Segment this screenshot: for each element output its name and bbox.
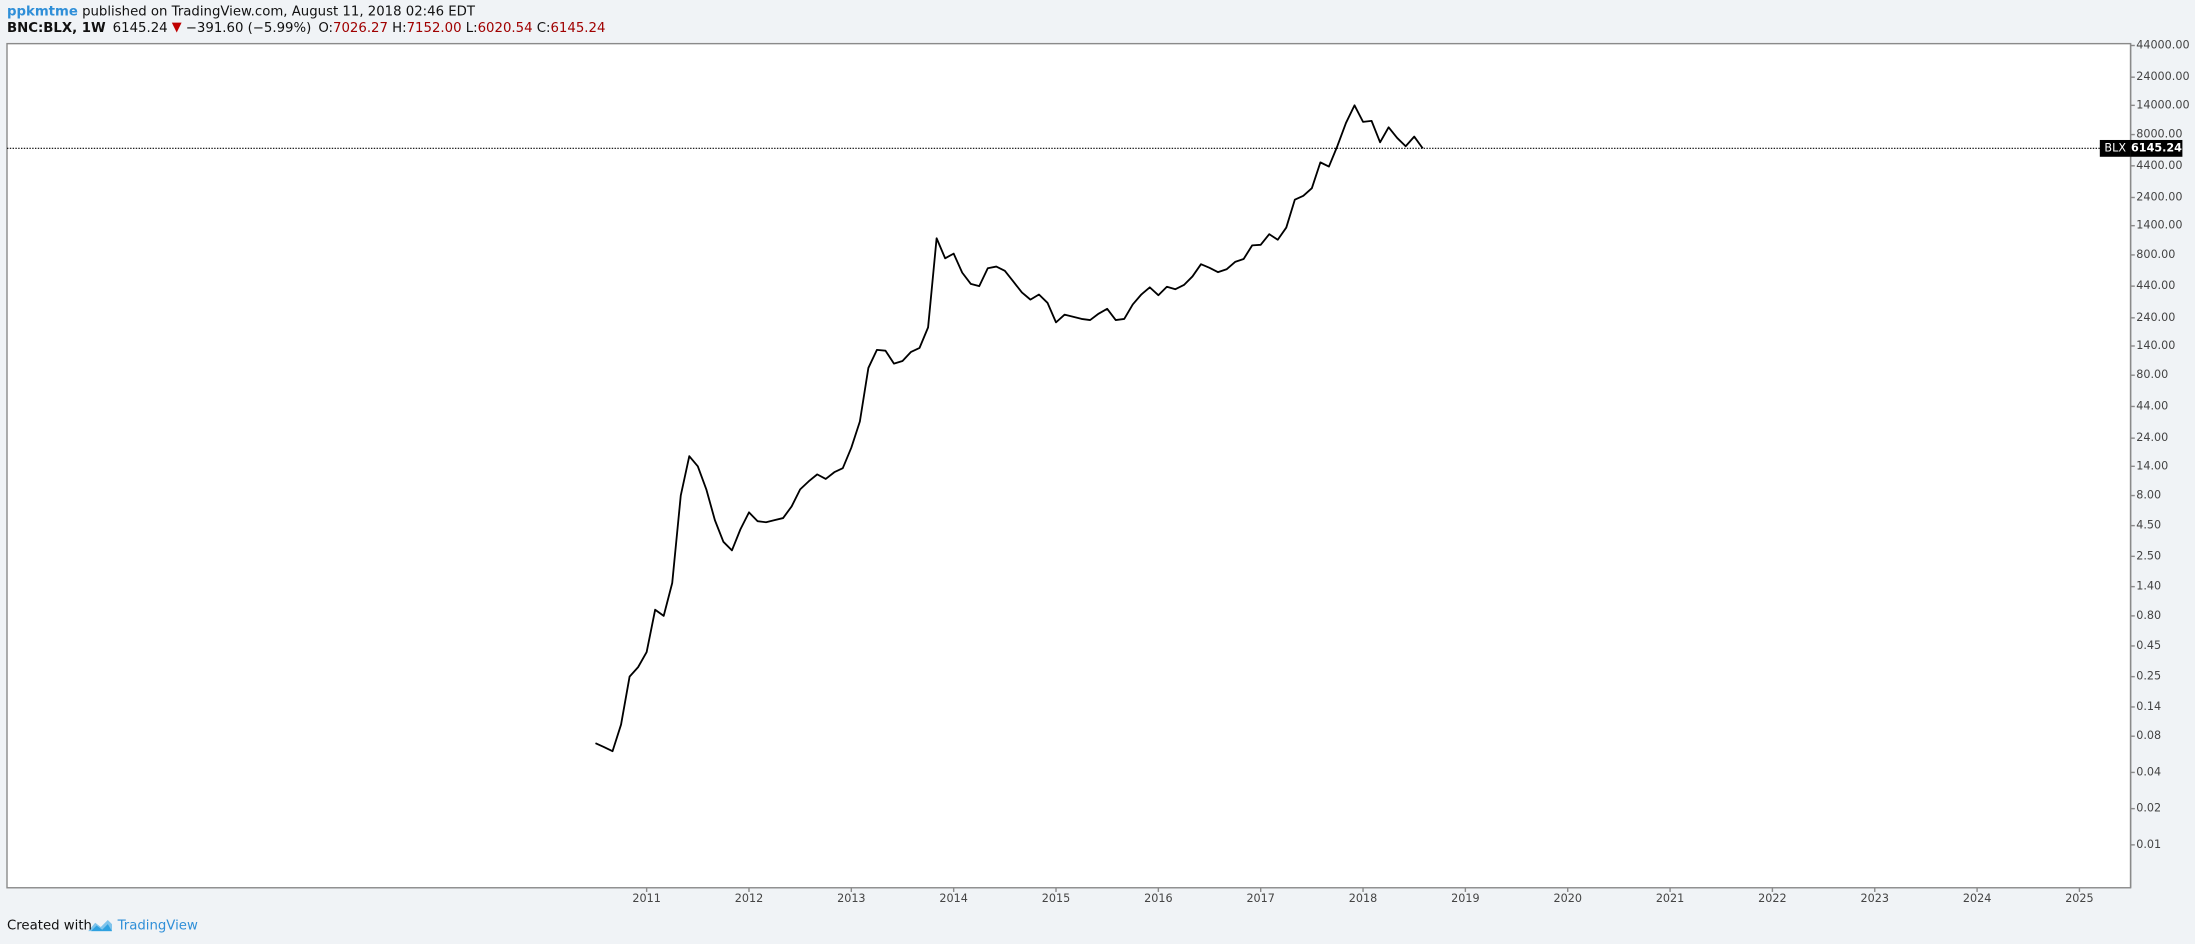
y-tick-label: 0.25 [2136, 670, 2161, 683]
change: −391.60 (−5.99%) [186, 21, 312, 36]
y-tick-label: 8000.00 [2136, 128, 2182, 141]
y-tick-label: 24000.00 [2136, 70, 2189, 83]
x-tick-label: 2012 [735, 892, 763, 905]
x-tick-label: 2025 [2065, 892, 2093, 905]
high-label: H: [392, 21, 406, 36]
y-tick-label: 800.00 [2136, 248, 2175, 261]
price-badge [2130, 139, 2183, 157]
price-line-series [595, 104, 1424, 753]
y-tick-label: 80.00 [2136, 368, 2168, 381]
symbol: BNC:BLX, 1W [7, 21, 106, 36]
y-tick-label: 14000.00 [2136, 98, 2189, 111]
author: ppkmtme [7, 4, 78, 19]
y-tick-label: 0.04 [2136, 765, 2161, 778]
y-tick-label: 0.45 [2136, 639, 2161, 652]
tradingview-logo [88, 919, 112, 932]
brand: TradingView [117, 919, 198, 934]
y-tick-label: 4400.00 [2136, 159, 2182, 172]
symbol-badge-label: BLX [2104, 141, 2126, 154]
x-tick-label: 2015 [1042, 892, 1070, 905]
y-tick-label: 14.00 [2136, 459, 2168, 472]
published-info: published on TradingView.com, August 11,… [82, 4, 476, 19]
x-tick-label: 2021 [1656, 892, 1684, 905]
chart-frame [6, 42, 2132, 889]
x-tick-label: 2020 [1553, 892, 1581, 905]
low-label: L: [466, 21, 478, 36]
symbol-badge [2099, 139, 2131, 157]
x-tick-label: 2017 [1246, 892, 1274, 905]
x-tick-label: 2014 [939, 892, 967, 905]
y-tick-label: 8.00 [2136, 489, 2161, 502]
open-value: 7026.27 [333, 21, 388, 36]
x-tick-label: 2013 [837, 892, 865, 905]
y-tick-label: 240.00 [2136, 311, 2175, 324]
low-value: 6020.54 [478, 21, 533, 36]
created-with: Created with [7, 919, 92, 934]
y-tick-label: 0.02 [2136, 802, 2161, 815]
x-tick-label: 2018 [1349, 892, 1377, 905]
x-tick-label: 2011 [632, 892, 660, 905]
y-tick-label: 2.50 [2136, 549, 2161, 562]
last-price: 6145.24 [113, 21, 168, 36]
open-label: O: [318, 21, 333, 36]
y-tick-label: 2400.00 [2136, 191, 2182, 204]
down-arrow [171, 22, 182, 33]
y-tick-label: 140.00 [2136, 339, 2175, 352]
y-tick-label: 0.08 [2136, 729, 2161, 742]
y-tick-label: 24.00 [2136, 431, 2168, 444]
y-tick-label: 0.14 [2136, 700, 2161, 713]
x-tick-label: 2024 [1963, 892, 1991, 905]
price-badge-label: 6145.24 [2131, 141, 2182, 154]
y-tick-label: 44000.00 [2136, 39, 2189, 52]
y-tick-label: 44.00 [2136, 399, 2168, 412]
x-tick-label: 2023 [1861, 892, 1889, 905]
y-tick-label: 1.40 [2136, 580, 2161, 593]
x-tick-label: 2019 [1451, 892, 1479, 905]
close-value: 6145.24 [550, 21, 605, 36]
y-tick-label: 1400.00 [2136, 219, 2182, 232]
x-tick-label: 2022 [1758, 892, 1786, 905]
y-tick-label: 4.50 [2136, 519, 2161, 532]
x-tick-label: 2016 [1144, 892, 1172, 905]
y-tick-label: 440.00 [2136, 279, 2175, 292]
y-tick-label: 0.80 [2136, 609, 2161, 622]
close-label: C: [537, 21, 551, 36]
y-tick-label: 0.01 [2136, 838, 2161, 851]
high-value: 7152.00 [407, 21, 462, 36]
